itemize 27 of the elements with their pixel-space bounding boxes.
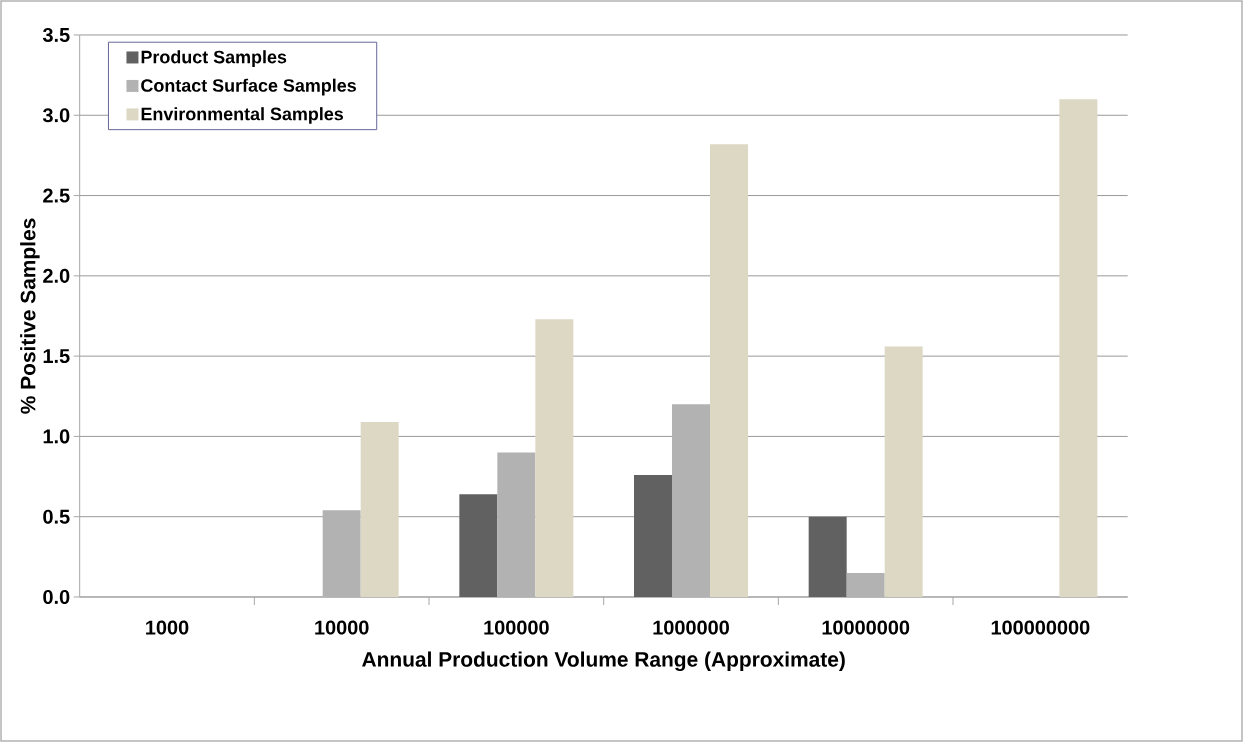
legend-label: Contact Surface Samples	[141, 78, 356, 96]
x-tick-label: 1000	[146, 620, 189, 635]
legend-label: Product Samples	[141, 50, 287, 67]
bar	[710, 144, 749, 597]
y-tick-label: 1.5	[43, 349, 70, 364]
bar	[884, 346, 923, 597]
y-tick-label: 0.0	[43, 589, 70, 605]
x-tick-label: 100000	[484, 620, 549, 635]
y-tick-label: 1.0	[43, 429, 70, 444]
bar	[360, 421, 399, 597]
x-tick-label: 100000000	[991, 620, 1090, 635]
x-tick-label: 1000000	[653, 620, 729, 635]
y-tick-label: 2.5	[43, 188, 70, 203]
y-tick-label: 3.5	[42, 27, 70, 43]
y-axis-title: % Positive Samples	[20, 218, 40, 414]
y-tick-label: 3.0	[42, 108, 70, 123]
bar	[808, 516, 847, 597]
y-tick-label: 0.5	[43, 509, 70, 524]
bar	[459, 494, 498, 597]
x-tick-label: 10000000	[822, 620, 910, 635]
x-tick-label: 10000	[315, 620, 369, 635]
bar	[1059, 99, 1098, 597]
legend-label: Environmental Samples	[141, 107, 344, 124]
bar	[634, 474, 673, 597]
x-axis-title: Annual Production Volume Range (Approximate)	[362, 651, 845, 672]
bar	[535, 319, 574, 597]
y-tick-label: 2.0	[43, 268, 70, 283]
